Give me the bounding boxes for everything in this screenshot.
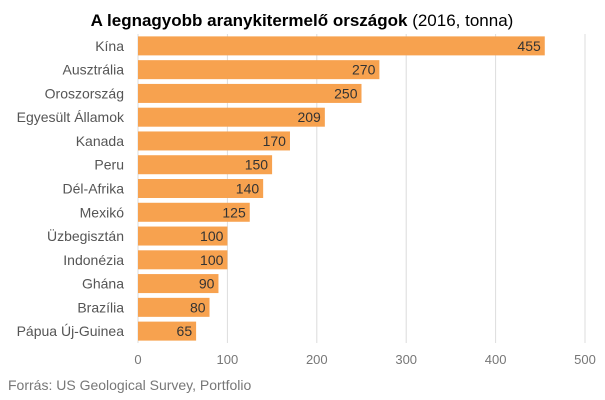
bar-value-label: 170: [263, 133, 287, 149]
bar: [138, 250, 228, 270]
bar-value-label: 90: [199, 276, 215, 292]
category-label: Oroszország: [45, 85, 124, 101]
bar: [138, 131, 290, 151]
x-tick-label: 500: [574, 352, 596, 367]
bar-value-label: 209: [297, 109, 321, 125]
bar: [138, 179, 264, 198]
category-labels: Kína Ausztrália Oroszország Egyesült Államo…: [17, 38, 125, 339]
bar-value-label: 140: [236, 181, 260, 197]
category-label: Kína: [95, 38, 124, 54]
bar: [138, 226, 228, 246]
category-label: Ausztrália: [63, 62, 125, 78]
x-tick-label: 200: [306, 352, 328, 367]
x-tick-label: 300: [395, 352, 417, 367]
x-axis-ticks: 0 100 200 300 400 500: [134, 352, 595, 367]
bar: [138, 107, 325, 127]
bar-value-label: 80: [190, 299, 206, 315]
bar-value-label: 455: [517, 38, 541, 54]
x-tick-label: 0: [134, 352, 141, 367]
bar-value-label: 270: [352, 62, 376, 78]
category-label: Egyesült Államok: [17, 109, 125, 125]
chart-title: A legnagyobb aranykitermelő országok (20…: [91, 11, 514, 30]
category-label: Ghána: [82, 276, 124, 292]
bar-value-label: 65: [177, 323, 193, 339]
bar-value-label: 100: [200, 252, 224, 268]
chart-title-main: A legnagyobb aranykitermelő országok: [91, 11, 408, 30]
bar-value-label: 150: [245, 157, 269, 173]
bar-value-label: 250: [334, 85, 358, 101]
bar: [138, 274, 219, 294]
x-tick-label: 400: [485, 352, 507, 367]
bar: [138, 155, 273, 175]
category-label: Dél-Afrika: [63, 181, 125, 197]
bar: [138, 297, 210, 317]
bar: [138, 83, 362, 103]
source-note: Forrás: US Geological Survey, Portfolio: [8, 377, 251, 393]
bar-value-label: 100: [200, 228, 224, 244]
category-label: Mexikó: [80, 204, 125, 220]
category-label: Kanada: [76, 133, 124, 149]
bar: [138, 60, 380, 80]
bar: [138, 202, 250, 222]
category-label: Pápua Új-Guinea: [17, 323, 125, 339]
category-label: Peru: [94, 157, 124, 173]
category-label: Indonézia: [63, 252, 124, 268]
bars: 455 270 250 209 170 150 140 125 100 100 90 80 65: [138, 36, 545, 341]
bar: [138, 321, 197, 341]
chart-subtitle: (2016, tonna): [412, 11, 513, 30]
category-label: Brazília: [77, 299, 124, 315]
x-tick-label: 100: [217, 352, 239, 367]
bar-value-label: 125: [222, 204, 246, 220]
bar: [138, 36, 545, 56]
category-label: Üzbegisztán: [47, 227, 124, 244]
